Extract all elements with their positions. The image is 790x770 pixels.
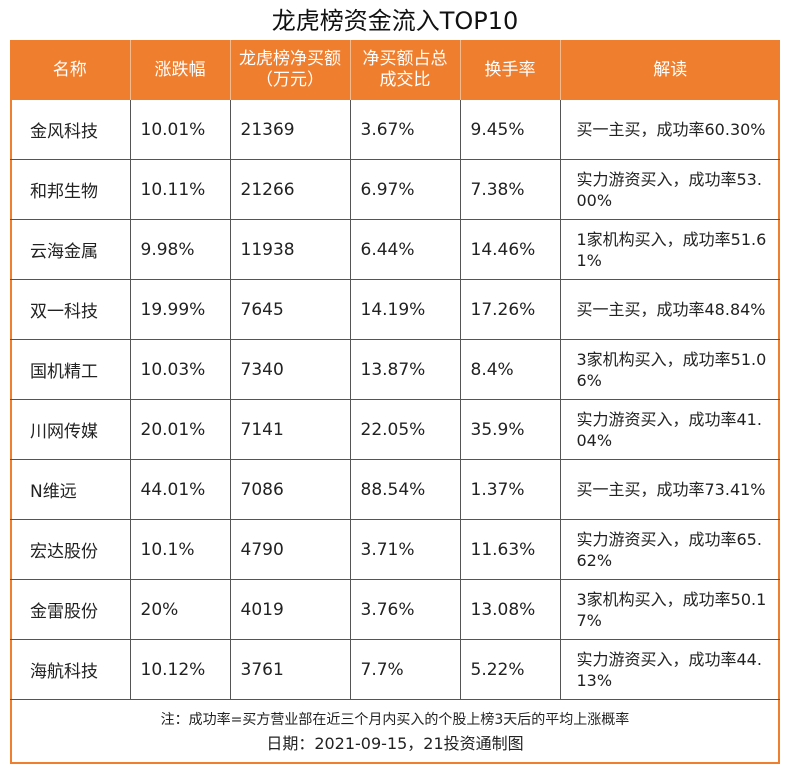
cell-net-buy: 4790 (229, 519, 350, 580)
cell-note: 实力游资买入，成功率41.04% (559, 399, 780, 460)
cell-note: 买一主买，成功率48.84% (559, 279, 780, 340)
cell-ratio: 6.97% (349, 159, 460, 220)
table-row: 川网传媒 20.01% 7141 22.05% 35.9% 实力游资买入，成功率… (10, 399, 780, 460)
cell-net-buy: 7645 (229, 279, 350, 340)
table-row: 和邦生物 10.11% 21266 6.97% 7.38% 实力游资买入，成功率… (10, 159, 780, 220)
cell-net-buy: 3761 (229, 639, 350, 700)
cell-change: 9.98% (129, 219, 230, 280)
cell-change: 10.03% (129, 339, 230, 400)
cell-note: 1家机构买入，成功率51.61% (559, 219, 780, 280)
cell-change: 20% (129, 579, 230, 640)
cell-ratio: 3.71% (349, 519, 460, 580)
cell-ratio: 6.44% (349, 219, 460, 280)
cell-name: 国机精工 (10, 339, 130, 400)
col-header-change: 涨跌幅 (129, 40, 230, 100)
cell-net-buy: 7086 (229, 459, 350, 520)
cell-name: 金雷股份 (10, 579, 130, 640)
table-row: 金雷股份 20% 4019 3.76% 13.08% 3家机构买入，成功率50.… (10, 579, 780, 640)
cell-ratio: 88.54% (349, 459, 460, 520)
cell-ratio: 7.7% (349, 639, 460, 700)
cell-name: 和邦生物 (10, 159, 130, 220)
table-row: 金风科技 10.01% 21369 3.67% 9.45% 买一主买，成功率60… (10, 100, 780, 160)
cell-name: 双一科技 (10, 279, 130, 340)
dragon-tiger-table: 名称 涨跌幅 龙虎榜净买额（万元） 净买额占总成交比 换手率 解读 金风科技 1… (10, 40, 780, 700)
header-row: 名称 涨跌幅 龙虎榜净买额（万元） 净买额占总成交比 换手率 解读 (10, 40, 780, 100)
col-header-net-buy: 龙虎榜净买额（万元） (229, 40, 350, 100)
cell-note: 3家机构买入，成功率50.17% (559, 579, 780, 640)
cell-net-buy: 21266 (229, 159, 350, 220)
cell-name: 金风科技 (10, 100, 130, 160)
table-row: 双一科技 19.99% 7645 14.19% 17.26% 买一主买，成功率4… (10, 279, 780, 340)
cell-turnover: 1.37% (459, 459, 560, 520)
cell-name: N维远 (10, 459, 130, 520)
cell-change: 20.01% (129, 399, 230, 460)
footnote: 注：成功率=买方营业部在近三个月内买入的个股上榜3天后的平均上涨概率 (160, 712, 630, 728)
cell-note: 3家机构买入，成功率51.06% (559, 339, 780, 400)
cell-turnover: 8.4% (459, 339, 560, 400)
cell-ratio: 3.67% (349, 100, 460, 160)
table-row: N维远 44.01% 7086 88.54% 1.37% 买一主买，成功率73.… (10, 459, 780, 520)
cell-note: 实力游资买入，成功率65.62% (559, 519, 780, 580)
cell-name: 川网传媒 (10, 399, 130, 460)
table-row: 云海金属 9.98% 11938 6.44% 14.46% 1家机构买入，成功率… (10, 219, 780, 280)
cell-turnover: 7.38% (459, 159, 560, 220)
col-header-name: 名称 (10, 40, 130, 100)
cell-change: 10.01% (129, 100, 230, 160)
cell-change: 10.12% (129, 639, 230, 700)
table-row: 海航科技 10.12% 3761 7.7% 5.22% 实力游资买入，成功率44… (10, 639, 780, 700)
cell-name: 云海金属 (10, 219, 130, 280)
col-header-note: 解读 (559, 40, 780, 100)
cell-net-buy: 7340 (229, 339, 350, 400)
cell-net-buy: 21369 (229, 100, 350, 160)
cell-turnover: 35.9% (459, 399, 560, 460)
cell-turnover: 14.46% (459, 219, 560, 280)
cell-change: 10.11% (129, 159, 230, 220)
cell-turnover: 13.08% (459, 579, 560, 640)
date-credit-line: 日期：2021-09-15，21投资通制图 (266, 734, 524, 753)
cell-turnover: 11.63% (459, 519, 560, 580)
cell-name: 宏达股份 (10, 519, 130, 580)
cell-ratio: 22.05% (349, 399, 460, 460)
cell-note: 实力游资买入，成功率53.00% (559, 159, 780, 220)
cell-turnover: 9.45% (459, 100, 560, 160)
cell-change: 19.99% (129, 279, 230, 340)
cell-turnover: 17.26% (459, 279, 560, 340)
cell-note: 实力游资买入，成功率44.13% (559, 639, 780, 700)
cell-note: 买一主买，成功率60.30% (559, 100, 780, 160)
cell-turnover: 5.22% (459, 639, 560, 700)
col-header-turnover: 换手率 (459, 40, 560, 100)
cell-change: 10.1% (129, 519, 230, 580)
cell-net-buy: 11938 (229, 219, 350, 280)
table-row: 宏达股份 10.1% 4790 3.71% 11.63% 实力游资买入，成功率6… (10, 519, 780, 580)
col-header-ratio: 净买额占总成交比 (349, 40, 460, 100)
cell-name: 海航科技 (10, 639, 130, 700)
cell-ratio: 13.87% (349, 339, 460, 400)
cell-change: 44.01% (129, 459, 230, 520)
cell-note: 买一主买，成功率73.41% (559, 459, 780, 520)
table-row: 国机精工 10.03% 7340 13.87% 8.4% 3家机构买入，成功率5… (10, 339, 780, 400)
cell-ratio: 3.76% (349, 579, 460, 640)
cell-net-buy: 4019 (229, 579, 350, 640)
table-title: 龙虎榜资金流入TOP10 (271, 7, 519, 35)
cell-net-buy: 7141 (229, 399, 350, 460)
cell-ratio: 14.19% (349, 279, 460, 340)
